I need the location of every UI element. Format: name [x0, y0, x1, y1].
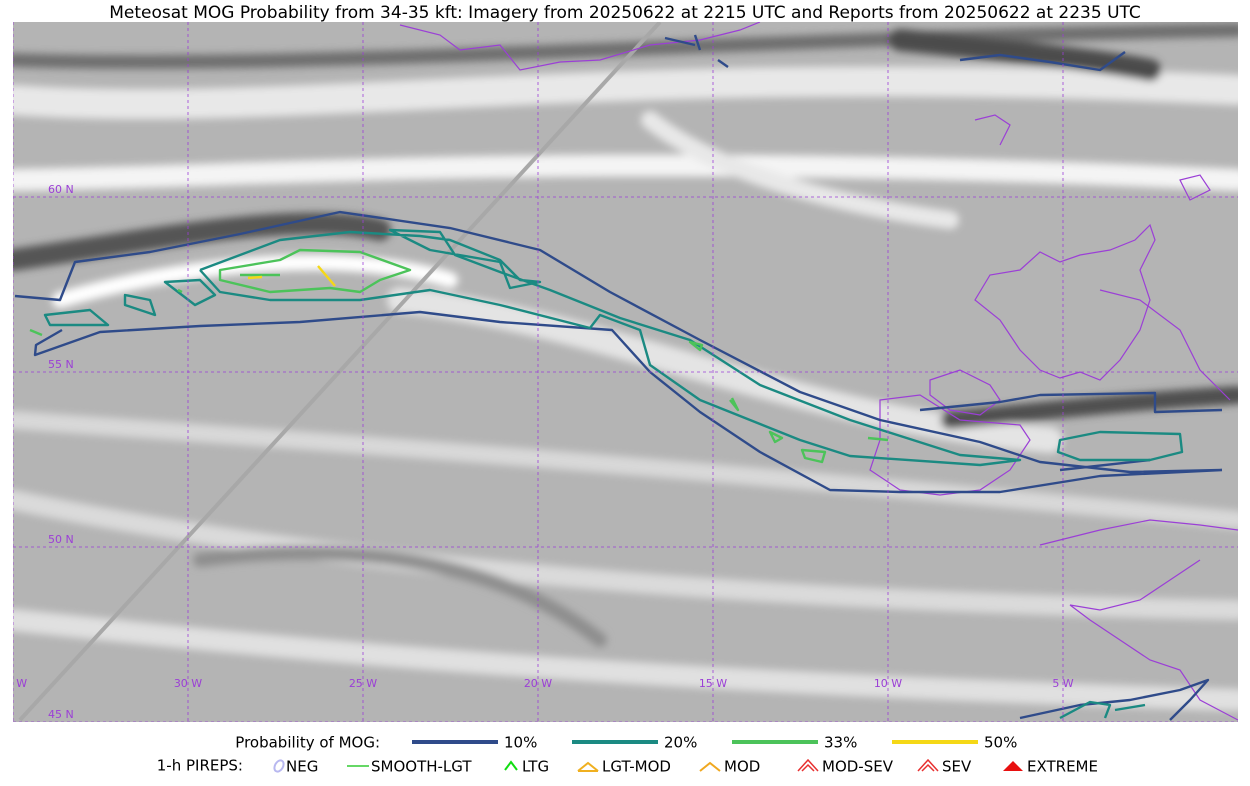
pirep-label: EXTREME [1027, 758, 1098, 776]
map: 60 N 55 N 50 N 45 N 35 W 30 W 25 W 20 W 15 W 10 W… [0, 22, 1238, 722]
pirep-label: MOD-SEV [822, 758, 894, 776]
legend-label: 50% [984, 734, 1017, 752]
lat-label: 60 N [48, 183, 74, 196]
lat-label: 55 N [48, 358, 74, 371]
pirep-label: LGT-MOD [602, 758, 671, 776]
legend-label: 20% [664, 734, 697, 752]
lon-label: 25 W [349, 677, 377, 690]
pirep-icon [699, 761, 721, 772]
lon-label: 15 W [699, 677, 727, 690]
lon-label: 35 W [0, 677, 27, 690]
pirep-label: MOD [724, 758, 760, 776]
pirep-label: SEV [942, 758, 972, 776]
pirep-icon [577, 761, 599, 772]
legend-title: Probability of MOG: [235, 734, 380, 752]
pirep-label: LTG [522, 758, 549, 776]
pirep-icon [1003, 761, 1023, 771]
legend-label: 10% [504, 734, 537, 752]
lon-label: 5 W [1052, 677, 1073, 690]
pirep-label: NEG [286, 758, 318, 776]
legend-label: 33% [824, 734, 857, 752]
lat-label: 45 N [48, 708, 74, 721]
lon-label: 30 W [174, 677, 202, 690]
pirep-icon [917, 758, 939, 772]
lat-label: 50 N [48, 533, 74, 546]
pireps-title: 1-h PIREPS: [157, 757, 243, 775]
lon-label: 10 W [874, 677, 902, 690]
lon-label: 20 W [524, 677, 552, 690]
title: Meteosat MOG Probability from 34-35 kft:… [109, 3, 1141, 23]
pirep-icon [504, 760, 518, 771]
pirep-label: SMOOTH-LGT [371, 758, 472, 776]
pirep-icon [797, 758, 819, 772]
pirep-icon [273, 759, 285, 773]
probability-contours [14, 34, 1223, 721]
